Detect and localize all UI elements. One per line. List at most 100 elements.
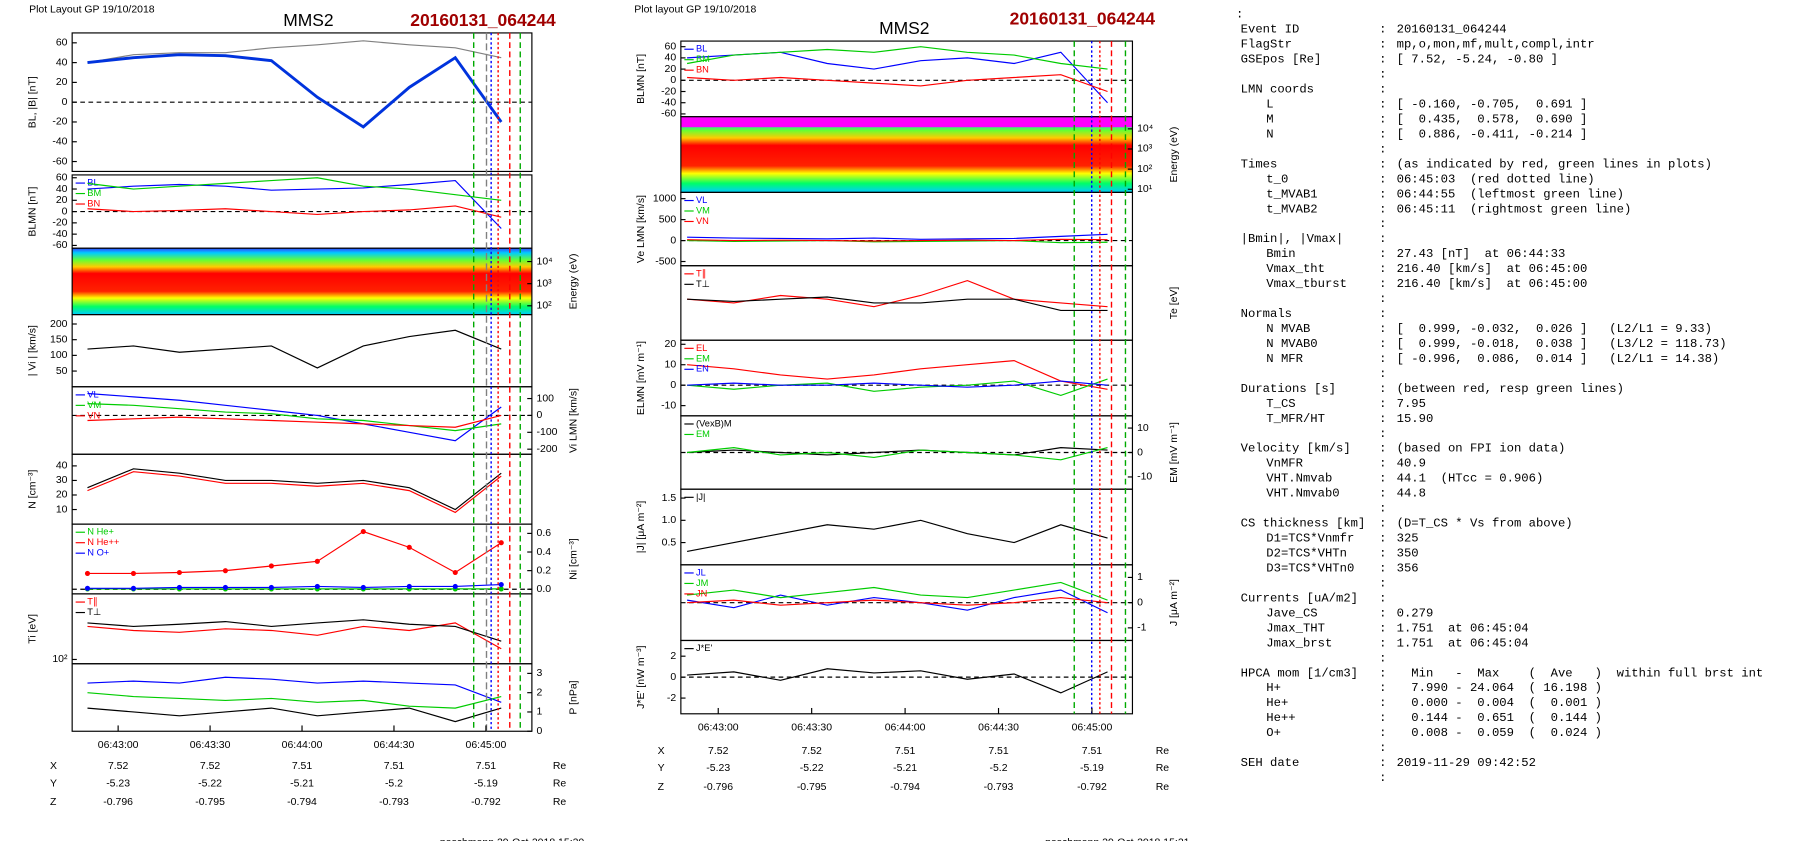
trace [87,329,502,369]
legend-label: BL [87,178,98,188]
ephemeris-cell: Re [1156,746,1170,757]
item-value: 0.144 - 0.651 ( 0.144 ) [1397,711,1602,725]
y-tick-label: -10 [661,400,676,411]
y-tick-label: 10² [1137,164,1153,175]
y-tick-label: 10 [665,359,677,370]
ephemeris-cell: Y [50,778,57,789]
item-value: [ 0.999, -0.018, 0.038 ] (L3/L2 = 118.73… [1397,337,1727,351]
y-tick-label: 1 [537,707,543,718]
ephemeris-cell: -0.796 [703,782,733,793]
ephemeris-cell: -0.792 [1077,782,1107,793]
legend-label: J*E' [696,643,712,653]
x-tick-label: 06:44:30 [374,740,415,751]
section-heading: HPCA mom [1/cm3] [1241,666,1358,680]
y-tick-label: -40 [52,137,67,148]
colon: : [1379,502,1386,516]
y-axis-label: |J| [μA m⁻²] [636,501,647,554]
item-label: t_MVAB1 [1266,187,1317,201]
item-value: 06:44:55 (leftmost green line) [1397,187,1624,201]
y-tick-label: 150 [50,334,68,345]
y-axis-label: | Vi | [km/s] [27,325,38,376]
trace [687,74,1108,93]
colon: : [1379,771,1386,785]
section-note: (based on FPI ion data) [1397,442,1566,456]
y-tick-label: 0.6 [537,528,552,539]
y-tick-label: 10³ [537,278,553,289]
item-value: 7.990 - 24.064 ( 16.198 ) [1397,681,1602,695]
y-tick-label: 0 [62,206,68,217]
y-axis-label: Te [eV] [1169,287,1180,320]
item-label: D1=TCS*Vnmfr [1266,532,1354,546]
colon: : [1379,621,1386,635]
colon: : [1379,636,1386,650]
item-value: 7.95 [1397,397,1426,411]
colon: : [1379,741,1386,755]
ephemeris-cell: -5.23 [106,778,130,789]
y-tick-label: 0 [670,235,676,246]
ephemeris-cell: 7.52 [708,746,729,757]
item-label: Event ID [1241,23,1300,37]
colon: : [1379,756,1386,770]
legend-label: VL [696,195,707,205]
trace [87,530,502,575]
ephemeris-cell: Re [553,797,567,808]
y-tick-label: 20 [56,490,68,501]
y-axis-label: Ve LMN [km/s] [636,195,647,263]
y-tick-label: 0 [62,97,68,108]
y-tick-label: -20 [52,218,67,229]
legend-label: N He++ [87,537,119,547]
legend-label: T⊥ [696,279,710,289]
y-tick-label: 0 [537,726,543,737]
colon: : [1379,112,1386,126]
ephemeris-cell: 7.52 [801,746,822,757]
trace [687,581,1108,601]
y-tick-label: -1 [1137,623,1146,634]
section-heading: Velocity [km/s] [1241,442,1351,456]
y-tick-label: 40 [56,184,68,195]
ephemeris-cell: -0.795 [797,782,827,793]
item-value: 40.9 [1397,457,1426,471]
trace [87,707,502,723]
colon: : [1379,726,1386,740]
trace [687,238,1108,242]
y-tick-label: 10 [1137,423,1149,434]
item-label: t_0 [1266,172,1288,186]
item-label: O+ [1266,726,1281,740]
legend-label: BM [696,54,710,64]
colon: : [1379,427,1386,441]
marker [498,586,504,592]
marker [130,570,137,576]
ephemeris-cell: 7.51 [988,746,1009,757]
legend-label: T∥ [696,268,706,278]
colon: : [1379,517,1386,531]
colon: : [1379,337,1386,351]
item-label: He+ [1266,696,1288,710]
trace [87,676,502,703]
ephemeris-cell: Re [553,778,567,789]
plot-header: Plot Layout GP 19/10/2018 [29,4,155,15]
marker [176,584,182,590]
trace [687,239,1108,244]
spectrogram [72,248,532,315]
colon: : [1379,412,1386,426]
trace [687,589,1108,614]
colon: : [1379,68,1386,82]
y-tick-label: 0.0 [537,584,552,595]
item-value: 27.43 [nT] at 06:44:33 [1397,247,1566,261]
y-tick-label: 60 [665,41,677,52]
y-tick-label: -60 [52,240,67,251]
marker [268,584,274,590]
legend-label: EN [696,364,709,374]
colon: : [1379,157,1386,171]
colon: : [1379,247,1386,261]
colon: : [1379,262,1386,276]
item-label: Bmin [1266,247,1295,261]
y-axis-label: Energy (eV) [1169,127,1180,183]
y-tick-label: 500 [659,214,677,225]
colon: : [1379,83,1386,97]
section-heading: |Bmin|, |Vmax| [1241,232,1344,246]
ephemeris-cell: -0.796 [103,797,133,808]
item-value: 1.751 at 06:45:04 [1397,621,1529,635]
